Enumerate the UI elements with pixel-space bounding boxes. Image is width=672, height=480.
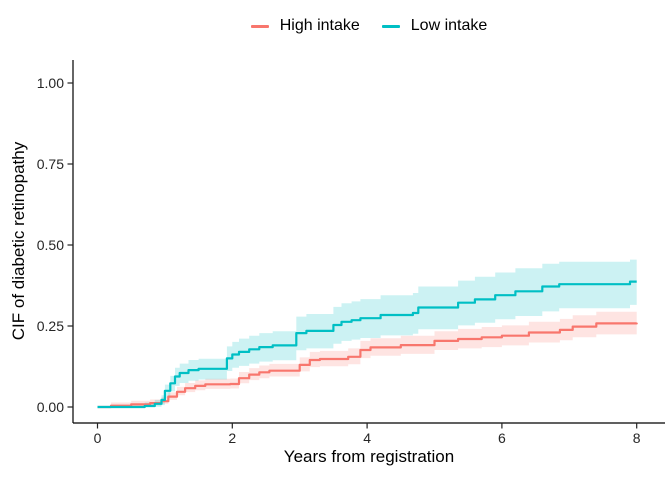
y-tick-label: 0.00 — [37, 399, 64, 415]
legend-item-high-intake: High intake — [250, 17, 360, 35]
y-tick-label: 0.25 — [37, 318, 64, 334]
legend-item-low-intake: Low intake — [381, 17, 488, 35]
low-intake-curve — [97, 280, 637, 409]
high-intake-curve — [97, 322, 638, 409]
x-tick-label: 6 — [498, 430, 506, 446]
y-tick-label: 1.00 — [37, 75, 64, 91]
legend-label-low-intake: Low intake — [410, 17, 488, 34]
legend: High intake Low intake — [73, 13, 665, 39]
low-intake-line-icon — [381, 24, 400, 28]
legend-label-high-intake: High intake — [279, 17, 360, 34]
y-axis-title: CIF of diabetic retinopathy — [9, 141, 28, 341]
high-intake-line-icon — [250, 24, 269, 28]
y-tick-label: 0.50 — [37, 237, 64, 253]
x-tick-label: 8 — [633, 430, 641, 446]
y-tick-label: 0.75 — [37, 156, 64, 172]
x-tick-label: 2 — [228, 430, 236, 446]
low-intake-confidence-band — [97, 259, 637, 407]
x-tick-label: 0 — [94, 430, 102, 446]
x-axis-title: Years from registration — [283, 447, 455, 466]
x-tick-label: 4 — [363, 430, 371, 446]
